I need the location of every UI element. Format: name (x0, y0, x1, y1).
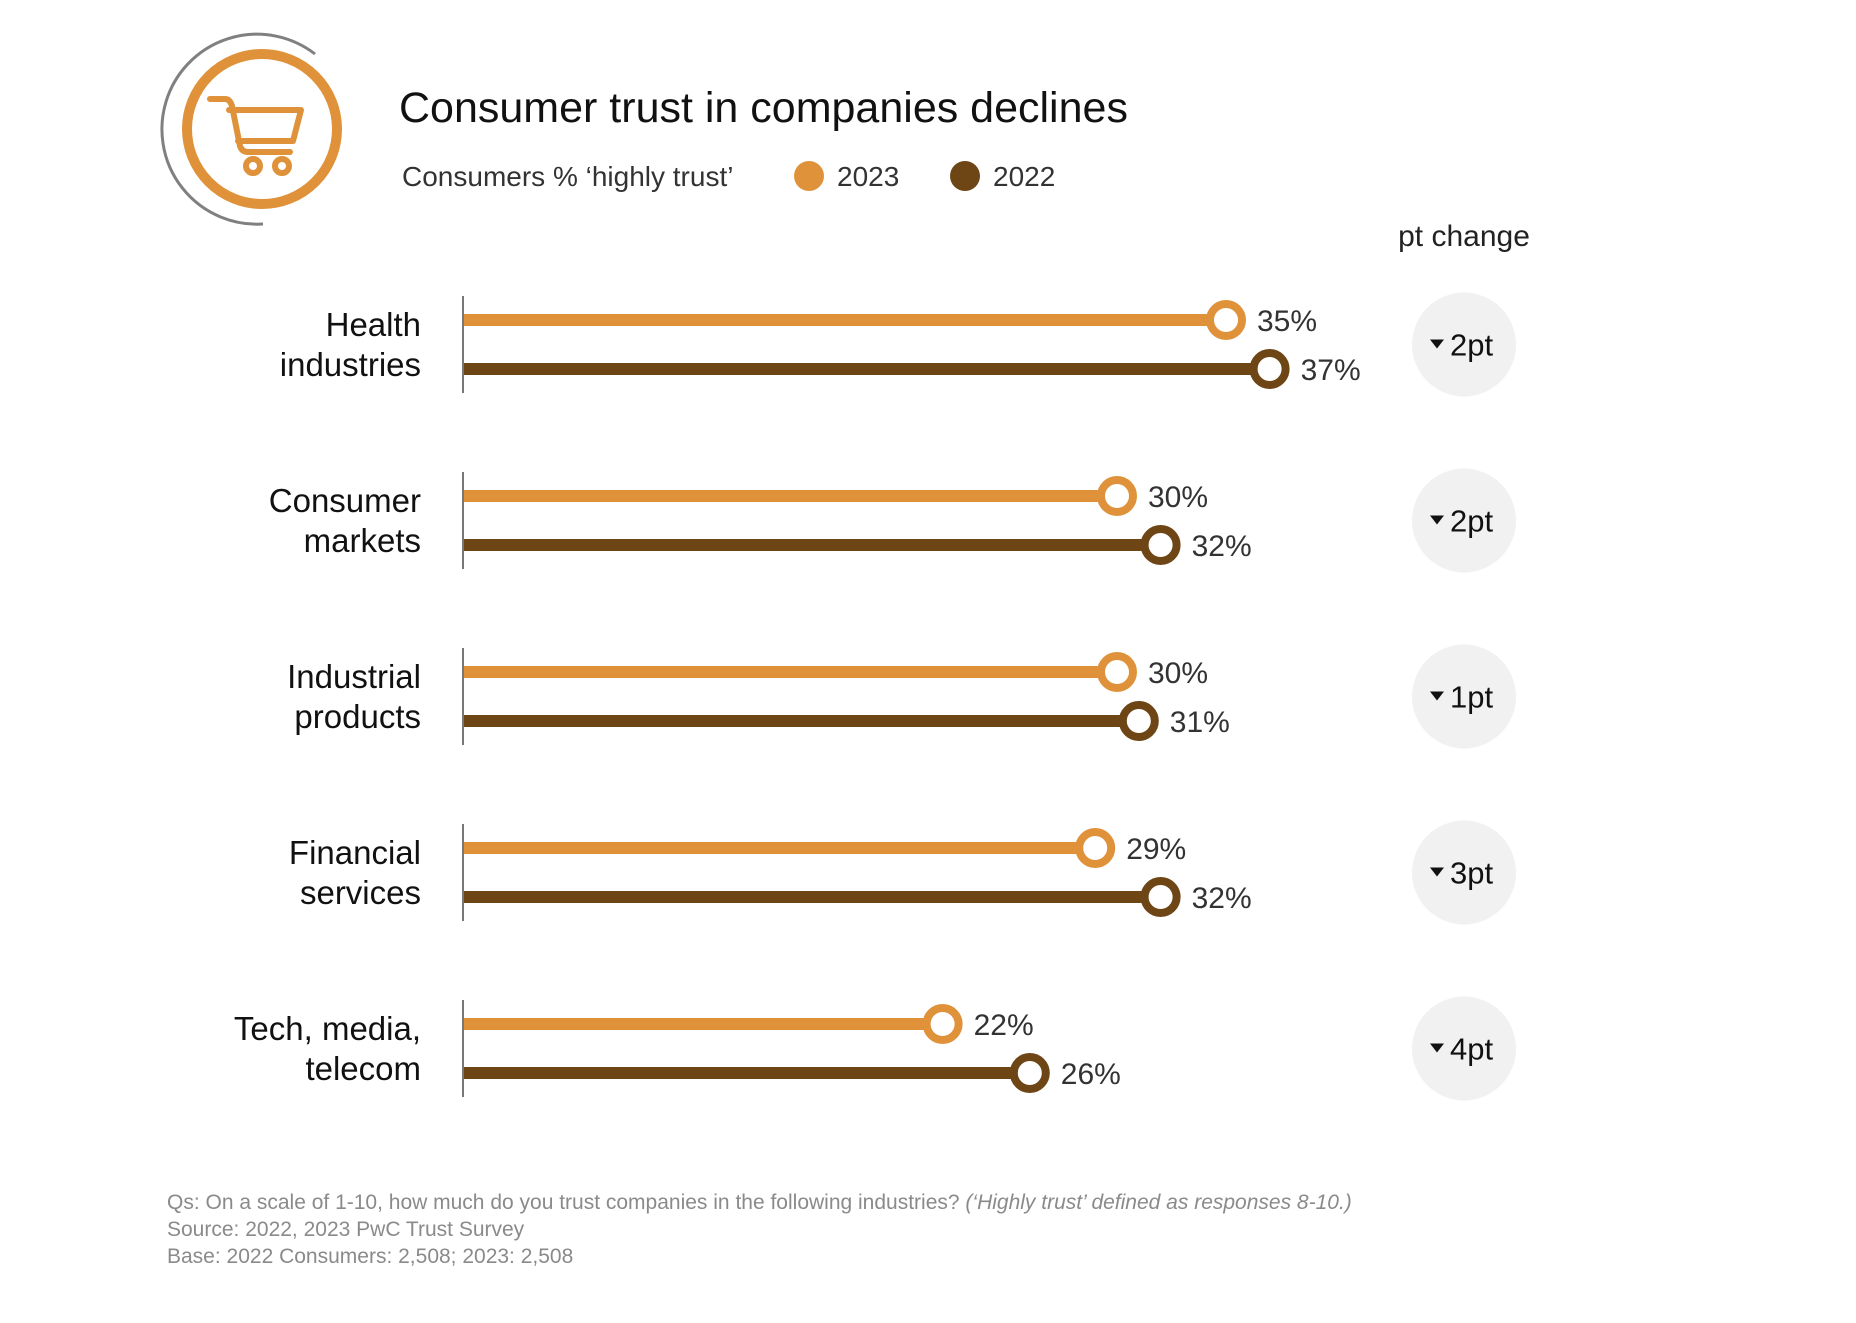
legend-label-2023: 2023 (837, 161, 899, 192)
footer-source: Source: 2022, 2023 PwC Trust Survey (167, 1218, 525, 1241)
change-badge (1412, 996, 1516, 1101)
triangle-down-icon (1430, 1043, 1444, 1053)
footer-base: Base: 2022 Consumers: 2,508; 2023: 2,508 (167, 1245, 573, 1268)
change-badge (1412, 644, 1516, 749)
category-label: services (300, 874, 421, 911)
category-label: products (294, 698, 421, 735)
change-value: 3pt (1450, 856, 1493, 891)
category-label: telecom (305, 1050, 421, 1087)
value-label-2022: 31% (1170, 706, 1230, 739)
marker-2023 (1075, 828, 1116, 868)
change-badge (1412, 292, 1516, 397)
marker-2023 (1097, 476, 1137, 516)
value-label-2022: 37% (1301, 354, 1361, 387)
logo (160, 32, 342, 226)
triangle-down-icon (1430, 867, 1444, 877)
marker-2022 (1140, 525, 1181, 565)
logo-ring (182, 49, 342, 209)
marker-2022 (1249, 349, 1290, 389)
change-value: 2pt (1450, 328, 1493, 363)
value-label-2023: 22% (974, 1009, 1034, 1042)
marker-2023 (922, 1004, 963, 1044)
value-label-2022: 32% (1192, 530, 1252, 563)
category-label: markets (304, 522, 421, 559)
value-label-2023: 30% (1148, 657, 1208, 690)
footer-question-text: Qs: On a scale of 1-10, how much do you … (167, 1191, 960, 1214)
legend: 2023 2022 (794, 161, 1055, 192)
change-value: 4pt (1450, 1032, 1493, 1067)
category-label: Tech, media, (234, 1010, 421, 1047)
marker-2023 (1097, 652, 1137, 692)
value-label-2023: 29% (1126, 833, 1186, 866)
legend-label-2022: 2022 (993, 161, 1055, 192)
value-label-2022: 32% (1192, 882, 1252, 915)
chart-title: Consumer trust in companies declines (399, 84, 1128, 132)
category-label: Health (326, 306, 421, 343)
marker-2022 (1140, 877, 1181, 917)
footer: Qs: On a scale of 1-10, how much do you … (167, 1191, 1352, 1268)
marker-2022 (1009, 1053, 1050, 1093)
legend-swatch-2023 (794, 161, 824, 191)
category-label: Financial (289, 834, 421, 871)
category-label: industries (280, 346, 421, 383)
triangle-down-icon (1430, 515, 1444, 525)
category-label: Industrial (287, 658, 421, 695)
value-label-2022: 26% (1061, 1058, 1121, 1091)
change-header: pt change (1398, 220, 1530, 253)
triangle-down-icon (1430, 691, 1444, 701)
legend-swatch-2022 (950, 161, 980, 191)
marker-2023 (1206, 300, 1246, 340)
marker-2022 (1118, 701, 1159, 741)
shopping-cart-icon (207, 96, 304, 176)
value-label-2023: 30% (1148, 481, 1208, 514)
logo-arc (160, 32, 316, 226)
category-label: Consumer (269, 482, 421, 519)
chart-subtitle: Consumers % ‘highly trust’ (402, 161, 733, 192)
change-badge (1412, 468, 1516, 573)
change-value: 2pt (1450, 504, 1493, 539)
chart-rows: Healthindustries35%37%2ptConsumermarkets… (234, 292, 1516, 1101)
footer-question: Qs: On a scale of 1-10, how much do you … (167, 1191, 1352, 1214)
change-badge (1412, 820, 1516, 925)
value-label-2023: 35% (1257, 305, 1317, 338)
change-value: 1pt (1450, 680, 1493, 715)
footer-question-note: (‘Highly trust’ defined as responses 8-1… (965, 1191, 1351, 1214)
chart-row: Tech, media,telecom 22% 26% 4pt (234, 996, 1516, 1101)
triangle-down-icon (1430, 339, 1444, 349)
